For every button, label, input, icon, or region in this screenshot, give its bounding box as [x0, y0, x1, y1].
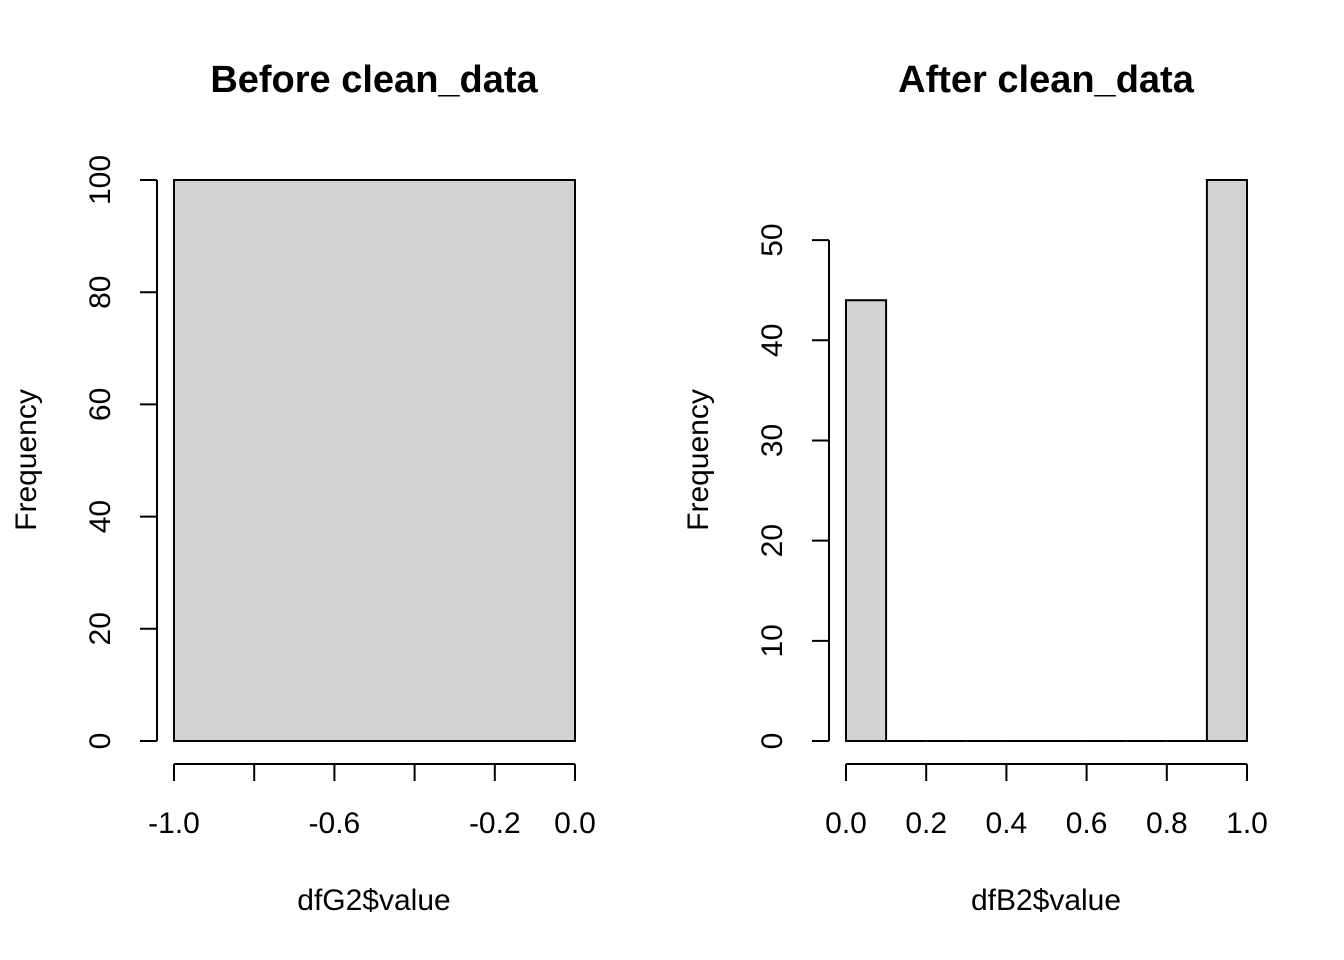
bars [173, 179, 576, 742]
x-tick-label: 0.8 [1146, 807, 1188, 840]
y-tick-label: 80 [84, 276, 117, 309]
x-axis-label: dfG2$value [297, 884, 450, 917]
x-tick-label: -1.0 [148, 807, 200, 840]
y-tick-label: 30 [756, 424, 789, 457]
chart-title: Before clean_data [210, 59, 538, 101]
panel-after-clean-data: After clean_data dfB2$value Frequency 0.… [682, 59, 1268, 917]
x-axis-label: dfB2$value [971, 884, 1121, 917]
y-tick-label: 20 [756, 524, 789, 557]
histogram-bar [845, 299, 888, 742]
x-tick-label: 0.0 [825, 807, 867, 840]
y-axis: 0 20 40 60 80 100 [84, 155, 158, 750]
x-tick-label: -0.6 [309, 807, 361, 840]
y-tick-label: 50 [756, 223, 789, 256]
x-tick-label: -0.2 [469, 807, 521, 840]
x-axis: 0.0 0.2 0.4 0.6 0.8 1.0 [825, 763, 1268, 840]
chart-title: After clean_data [898, 59, 1195, 101]
y-tick-label: 10 [756, 624, 789, 657]
x-tick-label: 0.0 [554, 807, 596, 840]
panel-before-clean-data: Before clean_data dfG2$value Frequency -… [10, 59, 596, 917]
y-tick-label: 40 [84, 500, 117, 533]
histogram-bar [1205, 179, 1249, 742]
y-tick-label: 40 [756, 324, 789, 357]
y-tick-label: 0 [756, 733, 789, 750]
x-tick-label: 0.6 [1066, 807, 1108, 840]
y-tick-label: 20 [84, 612, 117, 645]
y-axis-label: Frequency [682, 389, 715, 531]
x-tick-label: 1.0 [1226, 807, 1268, 840]
histogram-bar [173, 179, 576, 742]
x-axis: -1.0 -0.6 -0.2 0.0 [148, 763, 596, 840]
x-tick-label: 0.2 [905, 807, 947, 840]
y-tick-label: 0 [84, 733, 117, 750]
x-tick-label: 0.4 [986, 807, 1028, 840]
y-axis: 0 10 20 30 40 50 [756, 223, 830, 750]
bars [845, 179, 1249, 742]
y-tick-label: 60 [84, 388, 117, 421]
y-tick-label: 100 [84, 155, 117, 205]
y-axis-label: Frequency [10, 389, 43, 531]
